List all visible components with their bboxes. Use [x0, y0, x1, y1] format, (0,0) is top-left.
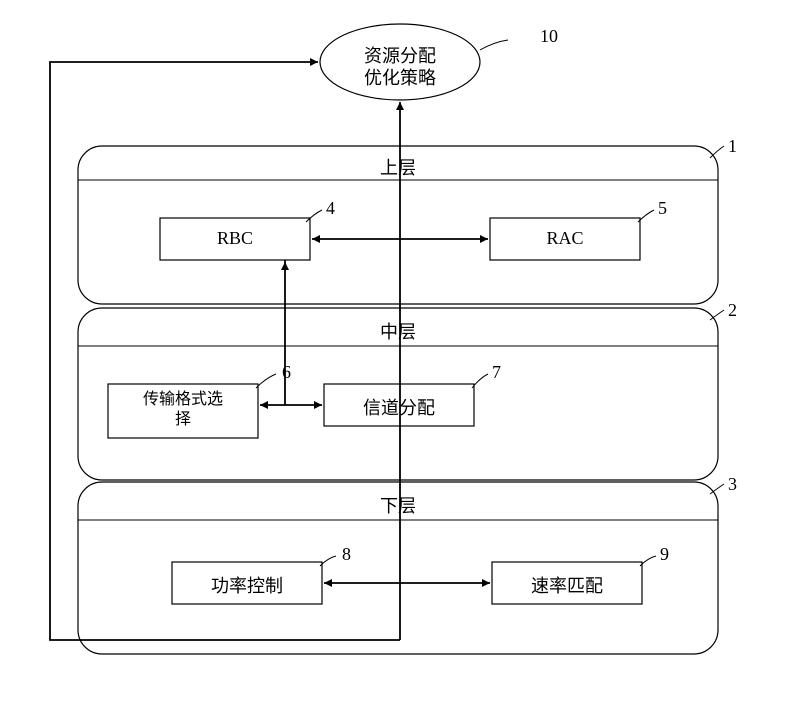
layer-upper-label: 上层	[380, 154, 416, 180]
box-tx-label-2: 择	[108, 410, 258, 429]
ref-4: 4	[326, 198, 335, 219]
box-rate-label: 速率匹配	[492, 572, 642, 598]
hook-5	[638, 210, 654, 222]
hook-3	[710, 484, 724, 494]
box-power-label: 功率控制	[172, 572, 322, 598]
ref-8: 8	[342, 544, 351, 565]
layer-middle-label: 中层	[380, 318, 416, 344]
ellipse-label-2: 优化策略	[360, 64, 440, 90]
box-tx-label-1: 传输格式选	[108, 390, 258, 409]
hook-4	[306, 210, 322, 222]
ref-3: 3	[728, 474, 737, 495]
box-channel-label: 信道分配	[324, 394, 474, 420]
hook-2	[710, 310, 724, 320]
ref-1: 1	[728, 136, 737, 157]
ref-6: 6	[282, 362, 291, 383]
hook-1	[710, 146, 724, 158]
ref-7: 7	[492, 362, 501, 383]
ref-2: 2	[728, 300, 737, 321]
layer-lower-label: 下层	[380, 492, 416, 518]
ref-9: 9	[660, 544, 669, 565]
ref-5: 5	[658, 198, 667, 219]
diagram-svg	[0, 0, 800, 706]
diagram-root: 资源分配 优化策略 上层 中层 下层 RBC RAC 传输格式选 择 信道分配 …	[0, 0, 800, 706]
hook-6	[256, 374, 276, 388]
ref-10: 10	[540, 26, 558, 47]
hook-10	[480, 40, 508, 50]
box-rbc-label: RBC	[160, 228, 310, 249]
box-rac-label: RAC	[490, 228, 640, 249]
